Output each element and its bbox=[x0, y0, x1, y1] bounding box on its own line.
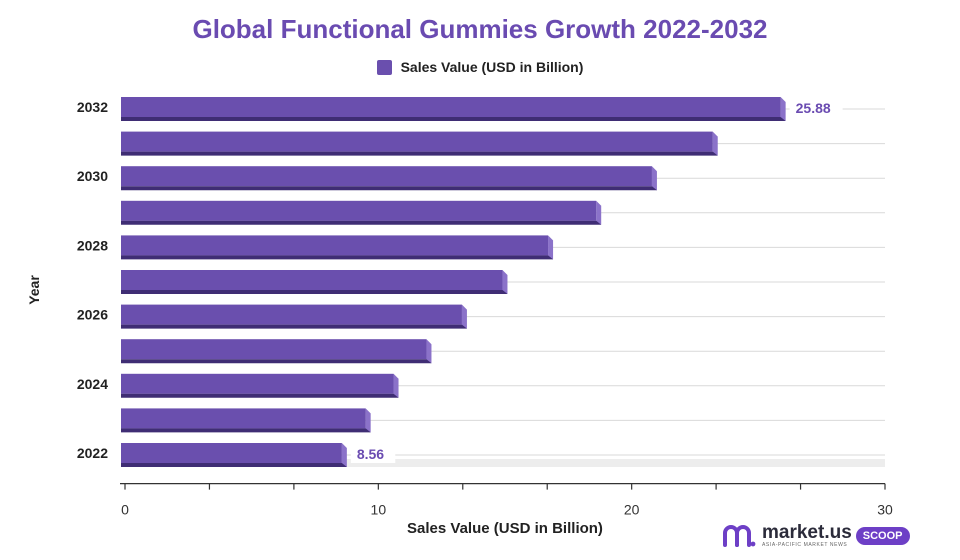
bar bbox=[121, 200, 597, 221]
x-tick-label: 30 bbox=[877, 502, 893, 518]
bar-track bbox=[341, 459, 885, 467]
logo-name: market.us bbox=[762, 521, 852, 543]
bar-group bbox=[121, 304, 467, 329]
bar bbox=[121, 166, 652, 187]
y-tick-label: 2030 bbox=[77, 168, 108, 184]
data-label: 8.56 bbox=[357, 446, 384, 462]
y-tick-label: 2022 bbox=[77, 445, 108, 461]
bar-bottom bbox=[121, 428, 371, 433]
legend: Sales Value (USD in Billion) bbox=[0, 59, 960, 75]
y-tick-label: 2026 bbox=[77, 307, 108, 323]
bar-bottom bbox=[121, 220, 602, 225]
bar-bottom bbox=[121, 117, 786, 121]
logo-tagline: ASIA-PACIFIC MARKET NEWS bbox=[762, 541, 848, 548]
bar-group bbox=[121, 200, 602, 225]
bar-group bbox=[121, 408, 371, 433]
bar-group bbox=[121, 373, 399, 398]
data-label-bg bbox=[789, 99, 843, 117]
legend-swatch bbox=[376, 59, 392, 75]
bar-group bbox=[121, 270, 508, 294]
bar-side bbox=[426, 339, 432, 364]
bar-side bbox=[780, 97, 786, 121]
bar-side bbox=[502, 270, 508, 294]
logo-badge: SCOOP bbox=[855, 527, 910, 545]
market-us-logo: market.us ASIA-PACIFIC MARKET NEWS SCOOP bbox=[722, 522, 936, 550]
bar-side bbox=[393, 373, 399, 398]
y-tick-label: 2028 bbox=[77, 237, 108, 253]
bar-side bbox=[651, 166, 657, 191]
y-tick-label: 2024 bbox=[77, 376, 108, 392]
bar-side bbox=[596, 200, 602, 225]
bar-group: 8.56 bbox=[121, 443, 885, 467]
data-label-bg bbox=[350, 445, 396, 463]
bar-bottom bbox=[121, 393, 399, 398]
bar bbox=[121, 270, 503, 290]
bar-group bbox=[121, 166, 657, 191]
data-label: 25.88 bbox=[796, 100, 831, 116]
bar bbox=[121, 443, 342, 463]
bar-bottom bbox=[121, 290, 508, 294]
bar-bottom bbox=[121, 463, 347, 467]
y-tick-label: 2032 bbox=[77, 99, 108, 115]
bar bbox=[121, 304, 462, 325]
market-us-logo-icon bbox=[723, 525, 756, 547]
bar-group bbox=[121, 131, 718, 156]
bar-bottom bbox=[121, 255, 554, 260]
bar bbox=[121, 235, 549, 256]
bar-bottom bbox=[121, 324, 467, 329]
bar-bottom bbox=[121, 186, 657, 191]
bar-bottom bbox=[121, 359, 432, 364]
x-tick-label: 0 bbox=[121, 502, 129, 518]
bar-group bbox=[121, 339, 432, 364]
legend-label: Sales Value (USD in Billion) bbox=[400, 59, 584, 75]
bar-bottom bbox=[121, 151, 718, 156]
bar bbox=[121, 339, 427, 360]
chart-title: Global Functional Gummies Growth 2022-20… bbox=[192, 14, 768, 44]
bar-side bbox=[548, 235, 554, 260]
bar bbox=[121, 97, 781, 117]
bar-side bbox=[341, 443, 347, 467]
bar-group bbox=[121, 235, 554, 260]
bar-side bbox=[365, 408, 371, 433]
bar-group: 25.88 bbox=[121, 97, 843, 121]
bar bbox=[121, 408, 366, 429]
x-tick-label: 20 bbox=[624, 502, 640, 518]
x-axis-label: Sales Value (USD in Billion) bbox=[407, 520, 603, 537]
bar-side bbox=[712, 131, 718, 156]
bar bbox=[121, 131, 713, 152]
bar-side bbox=[461, 304, 467, 329]
x-tick-label: 10 bbox=[371, 502, 387, 518]
bar bbox=[121, 373, 394, 394]
